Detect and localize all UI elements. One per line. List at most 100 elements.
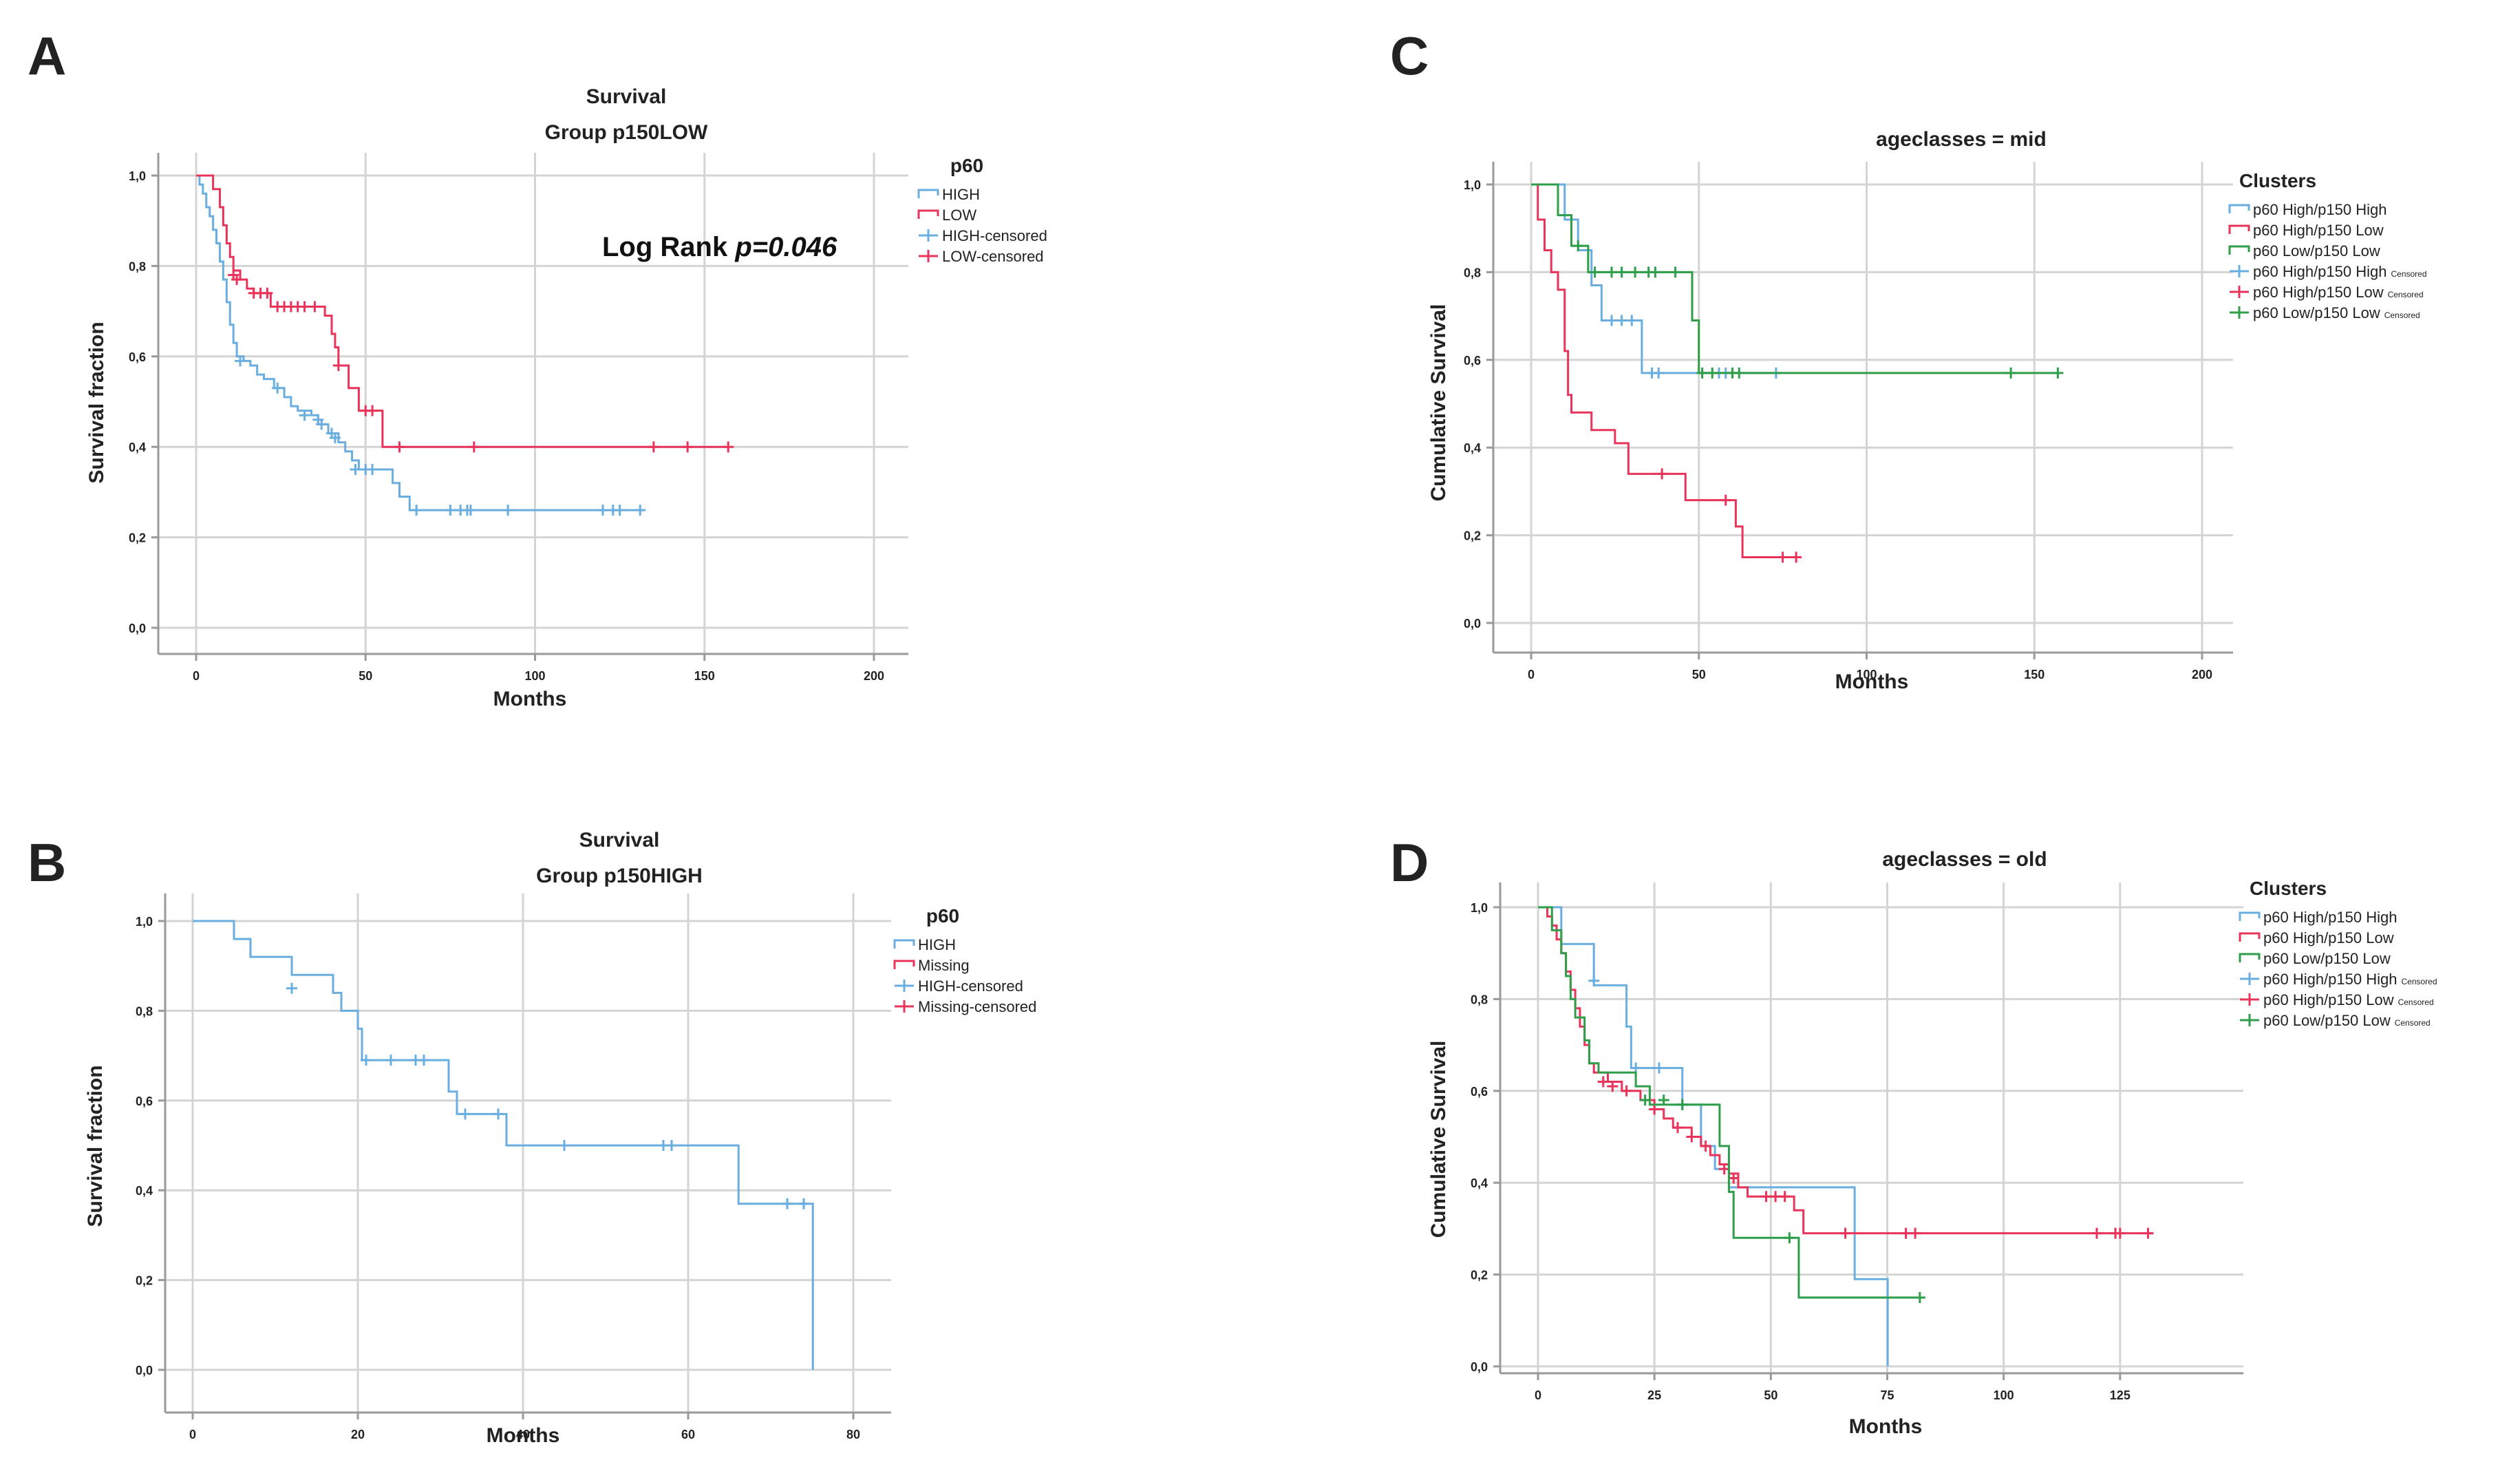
y-tick-label: 0,2 — [129, 531, 146, 545]
x-tick-label: 80 — [846, 1428, 860, 1441]
censor-mark — [1900, 1227, 1912, 1239]
legend-label: HIGH-censored — [918, 977, 1023, 995]
log-rank-annotation: Log Rank p=0.046 — [602, 232, 837, 262]
x-tick-label: 50 — [359, 669, 372, 683]
legend-label-suffix: Censored — [2388, 290, 2424, 299]
legend-step-swatch — [2228, 245, 2250, 255]
censor-mark — [411, 505, 423, 516]
censor-mark — [1676, 1099, 1688, 1110]
censor-mark — [1649, 266, 1661, 278]
chart-title: ageclasses = old — [1882, 848, 2047, 871]
y-tick-label: 0,2 — [1471, 1269, 1488, 1282]
censor-mark — [1588, 975, 1600, 986]
legend-step-swatch — [2239, 932, 2261, 942]
x-tick-label: 0 — [189, 1428, 196, 1441]
censor-mark — [1779, 1191, 1791, 1203]
chart-title: Survival — [586, 85, 667, 108]
censor-mark — [1720, 494, 1731, 506]
legend-title: p60 — [950, 155, 983, 176]
km-line-p60-high-p150-low — [1538, 906, 2153, 1235]
x-tick-label: 0 — [1535, 1388, 1541, 1402]
chart-subtitle: Group p150LOW — [545, 121, 708, 144]
legend-censor-swatch — [2230, 306, 2249, 319]
y-tick-label: 0,0 — [1471, 1360, 1488, 1374]
legend-label: p60 High/p150 High Censored — [2253, 263, 2427, 280]
legend-step-swatch — [917, 189, 939, 198]
y-tick-label: 0,8 — [1471, 993, 1488, 1006]
censor-mark — [1686, 1131, 1698, 1143]
censor-mark — [1784, 1232, 1795, 1244]
x-tick-label: 150 — [694, 669, 715, 683]
censor-mark — [299, 410, 310, 421]
km-line-p60-low-p150-low — [1531, 183, 2058, 374]
legend-label: HIGH — [942, 186, 980, 203]
legend-label: p60 High/p150 Low — [2253, 222, 2384, 239]
censor-mark — [559, 1140, 570, 1151]
y-tick-label: 0,0 — [129, 622, 146, 635]
y-tick-label: 0,4 — [129, 441, 146, 454]
legend-label: LOW-censored — [942, 248, 1044, 265]
panel-a: A 0 50 100 150 200 0,0 0,2 0,4 0,6 0,8 1,0 Survival G… — [28, 25, 1047, 710]
censor-mark — [418, 1055, 429, 1066]
y-axis-label: Survival fraction — [84, 1065, 107, 1227]
censor-mark — [1606, 315, 1617, 326]
censor-mark — [309, 301, 321, 313]
x-tick-label: 20 — [351, 1428, 365, 1441]
legend-step-swatch — [893, 939, 915, 949]
x-tick-label: 50 — [1764, 1388, 1777, 1402]
censor-mark — [261, 287, 273, 299]
legend-step-swatch — [2239, 911, 2261, 921]
x-tick-label: 0 — [193, 669, 200, 683]
y-tick-label: 1,0 — [129, 169, 146, 183]
km-line-p60-high-p150-low — [1531, 183, 1797, 558]
censor-mark — [723, 441, 734, 453]
x-tick-label: 200 — [864, 669, 884, 683]
censor-mark — [1597, 1076, 1609, 1088]
censor-mark — [1616, 266, 1627, 278]
legend-censor-swatch — [2240, 1014, 2259, 1026]
legend-label-suffix: Censored — [2398, 997, 2434, 1007]
y-tick-label: 0,2 — [136, 1274, 153, 1288]
legend-step-swatch — [2228, 204, 2250, 213]
legend-label: p60 High/p150 Low Censored — [2253, 284, 2424, 301]
chart-title: Survival — [579, 829, 660, 851]
chart-title: ageclasses = mid — [1876, 128, 2047, 151]
legend-title: p60 — [926, 905, 959, 927]
legend-label: p60 High/p150 High Censored — [2263, 971, 2437, 988]
censor-mark — [1707, 367, 1718, 379]
x-tick-label: 100 — [1856, 668, 1877, 681]
censor-mark — [493, 1108, 504, 1120]
censor-mark — [666, 1140, 677, 1151]
censor-mark — [1572, 240, 1584, 252]
y-axis-label: Cumulative Survival — [1427, 304, 1450, 502]
km-line-p60-high-p150-high — [1531, 183, 1780, 374]
x-tick-label: 0 — [1528, 668, 1535, 681]
censor-mark — [1777, 551, 1788, 563]
y-tick-label: 0,0 — [136, 1364, 153, 1377]
y-tick-label: 0,4 — [136, 1184, 153, 1198]
legend-label-suffix: Censored — [2401, 977, 2437, 986]
x-axis-label: Months — [1835, 670, 1909, 693]
y-tick-label: 0,6 — [129, 350, 146, 364]
x-axis-label: Months — [493, 688, 567, 710]
x-tick-label: 100 — [1994, 1388, 2014, 1402]
censor-mark — [1791, 551, 1802, 563]
legend-step-swatch — [2239, 953, 2261, 962]
x-tick-label: 150 — [2024, 668, 2044, 681]
legend-label: LOW — [942, 207, 976, 224]
y-tick-label: 0,2 — [1464, 529, 1481, 543]
x-tick-label: 25 — [1647, 1388, 1661, 1402]
legend-label: p60 High/p150 High — [2263, 909, 2397, 926]
censor-mark — [1656, 468, 1668, 480]
legend-label: Missing-censored — [918, 998, 1036, 1015]
censor-mark — [2005, 367, 2017, 379]
censor-mark — [634, 505, 646, 516]
legend-label-suffix: Censored — [2391, 269, 2426, 279]
km-line-p60-low-p150-low — [1538, 906, 1920, 1299]
y-tick-label: 1,0 — [136, 915, 153, 929]
censor-mark — [1653, 367, 1665, 379]
censor-mark — [1658, 1094, 1669, 1106]
legend-title: Clusters — [2239, 170, 2316, 191]
legend-label-suffix: Censored — [2395, 1018, 2431, 1028]
x-axis-label: Months — [487, 1424, 560, 1447]
